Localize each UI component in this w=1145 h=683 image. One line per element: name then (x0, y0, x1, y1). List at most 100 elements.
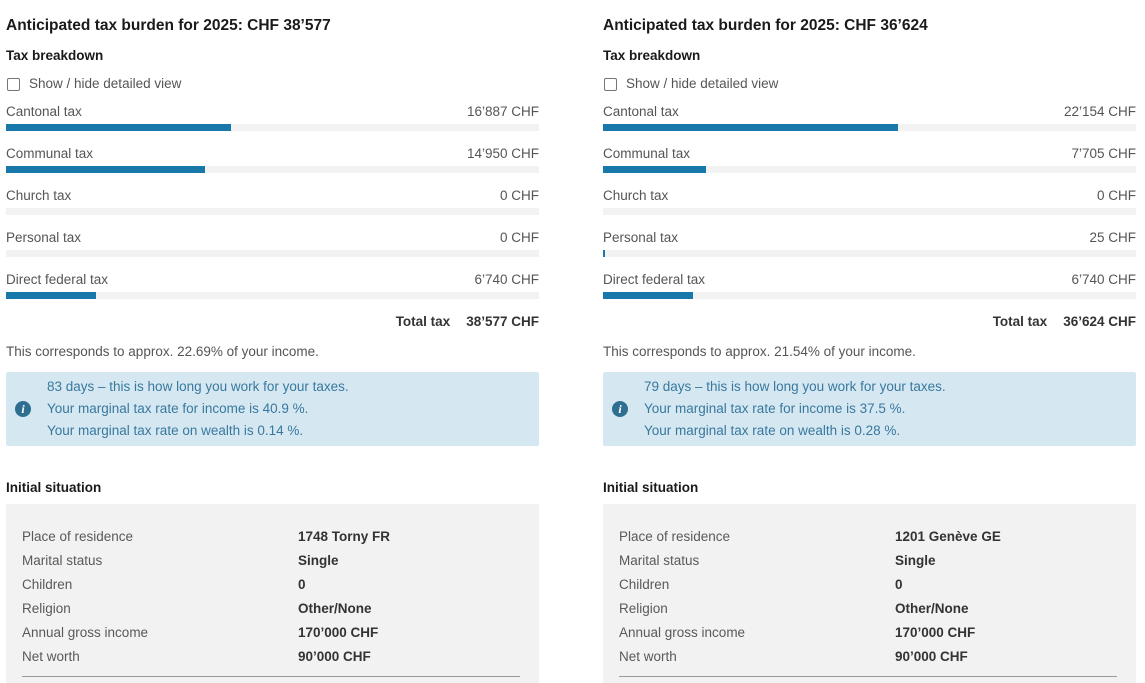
tax-row-label: Cantonal tax (6, 104, 82, 119)
tax-row-value: 0 CHF (1096, 188, 1136, 203)
page-title: Anticipated tax burden for 2025: CHF 36’… (603, 17, 928, 34)
situation-row-networth: Net worth 90’000 CHF (619, 645, 1117, 669)
situation-row-marital: Marital status Single (22, 549, 520, 573)
initial-situation-box: Place of residence 1201 Genève GE Marita… (603, 504, 1136, 683)
detailed-view-toggle[interactable]: Show / hide detailed view (603, 76, 1136, 92)
tax-row-label: Church tax (603, 188, 669, 203)
tax-bar-track (603, 292, 1136, 299)
tax-row-value: 0 CHF (499, 230, 539, 245)
total-tax-value: 36’624 CHF (1063, 314, 1136, 329)
situation-value: Other/None (895, 601, 969, 616)
info-line-days: 79 days – this is how long you work for … (644, 379, 946, 394)
detailed-view-toggle[interactable]: Show / hide detailed view (6, 76, 539, 92)
total-tax-row: Total tax 38’577 CHF (6, 315, 539, 329)
situation-row-marital: Marital status Single (619, 549, 1117, 573)
situation-label: Children (22, 577, 73, 592)
situation-label: Religion (619, 601, 668, 616)
situation-value: Single (298, 553, 339, 568)
detailed-view-label: Show / hide detailed view (626, 76, 779, 91)
situation-value: 0 (895, 577, 903, 592)
tax-bar-fill (603, 166, 706, 173)
tax-bar-track (6, 166, 539, 173)
divider (22, 676, 520, 677)
info-icon: i (15, 401, 31, 417)
situation-label: Net worth (22, 649, 80, 664)
income-percentage-note: This corresponds to approx. 21.54% of yo… (603, 344, 916, 359)
tax-bar-fill (6, 292, 97, 299)
income-percentage-note: This corresponds to approx. 22.69% of yo… (6, 344, 319, 359)
situation-value: 90’000 CHF (895, 649, 968, 664)
tax-row-label: Personal tax (603, 230, 679, 245)
tax-breakdown-heading: Tax breakdown (6, 48, 104, 63)
tax-row-cantonal: Cantonal tax 16’887 CHF (6, 105, 539, 131)
initial-situation-box: Place of residence 1748 Torny FR Marital… (6, 504, 539, 683)
tax-row-federal: Direct federal tax 6’740 CHF (6, 273, 539, 299)
situation-value: 90’000 CHF (298, 649, 371, 664)
tax-row-label: Cantonal tax (603, 104, 679, 119)
situation-label: Children (619, 577, 670, 592)
situation-label: Place of residence (22, 529, 134, 544)
detailed-view-label: Show / hide detailed view (29, 76, 182, 91)
situation-row-children: Children 0 (619, 573, 1117, 597)
tax-row-label: Church tax (6, 188, 72, 203)
tax-row-value: 22’154 CHF (1063, 104, 1136, 119)
tax-row-label: Communal tax (603, 146, 691, 161)
total-tax-label: Total tax (992, 314, 1048, 329)
info-box: i 79 days – this is how long you work fo… (603, 372, 1136, 446)
tax-row-personal: Personal tax 0 CHF (6, 231, 539, 257)
info-line-marginal-income: Your marginal tax rate for income is 40.… (47, 401, 309, 416)
tax-bar-fill (603, 124, 899, 131)
info-lines: 83 days – this is how long you work for … (47, 376, 349, 442)
situation-value: 1748 Torny FR (298, 529, 391, 544)
situation-value: 0 (298, 577, 306, 592)
situation-label: Marital status (22, 553, 103, 568)
situation-label: Annual gross income (22, 625, 149, 640)
info-line-marginal-wealth: Your marginal tax rate on wealth is 0.14… (47, 423, 304, 438)
detailed-view-checkbox[interactable] (604, 77, 617, 91)
tax-row-church: Church tax 0 CHF (6, 189, 539, 215)
situation-value: Other/None (298, 601, 372, 616)
situation-row-children: Children 0 (22, 573, 520, 597)
tax-rows: Cantonal tax 16’887 CHF Communal tax 14’… (6, 105, 539, 299)
situation-value: Single (895, 553, 936, 568)
tax-row-value: 6’740 CHF (1071, 272, 1136, 287)
situation-row-religion: Religion Other/None (22, 597, 520, 621)
tax-row-label: Direct federal tax (6, 272, 109, 287)
tax-column-geneve: Anticipated tax burden for 2025: CHF 36’… (603, 0, 1136, 683)
tax-bar-fill (603, 250, 606, 257)
situation-label: Marital status (619, 553, 700, 568)
total-tax-label: Total tax (395, 314, 451, 329)
info-icon: i (612, 401, 628, 417)
tax-row-value: 6’740 CHF (474, 272, 539, 287)
tax-row-value: 16’887 CHF (466, 104, 539, 119)
situation-row-income: Annual gross income 170’000 CHF (619, 621, 1117, 645)
tax-bar-fill (6, 166, 206, 173)
situation-label: Place of residence (619, 529, 731, 544)
tax-bar-track (603, 250, 1136, 257)
initial-situation-heading: Initial situation (6, 480, 102, 495)
initial-situation-heading: Initial situation (603, 480, 699, 495)
tax-bar-track (6, 124, 539, 131)
total-tax-row: Total tax 36’624 CHF (603, 315, 1136, 329)
situation-value: 1201 Genève GE (895, 529, 1001, 544)
info-line-days: 83 days – this is how long you work for … (47, 379, 349, 394)
page-title: Anticipated tax burden for 2025: CHF 38’… (6, 17, 331, 34)
tax-row-value: 25 CHF (1089, 230, 1136, 245)
tax-row-label: Personal tax (6, 230, 82, 245)
detailed-view-checkbox[interactable] (7, 77, 20, 91)
tax-bar-track (6, 292, 539, 299)
tax-row-value: 14’950 CHF (466, 146, 539, 161)
info-line-marginal-income: Your marginal tax rate for income is 37.… (644, 401, 906, 416)
tax-rows: Cantonal tax 22’154 CHF Communal tax 7’7… (603, 105, 1136, 299)
tax-row-church: Church tax 0 CHF (603, 189, 1136, 215)
tax-row-value: 0 CHF (499, 188, 539, 203)
tax-row-communal: Communal tax 14’950 CHF (6, 147, 539, 173)
situation-row-residence: Place of residence 1748 Torny FR (22, 525, 520, 549)
situation-row-residence: Place of residence 1201 Genève GE (619, 525, 1117, 549)
tax-row-value: 7’705 CHF (1071, 146, 1136, 161)
situation-label: Annual gross income (619, 625, 746, 640)
situation-label: Net worth (619, 649, 677, 664)
tax-row-label: Communal tax (6, 146, 94, 161)
tax-row-federal: Direct federal tax 6’740 CHF (603, 273, 1136, 299)
